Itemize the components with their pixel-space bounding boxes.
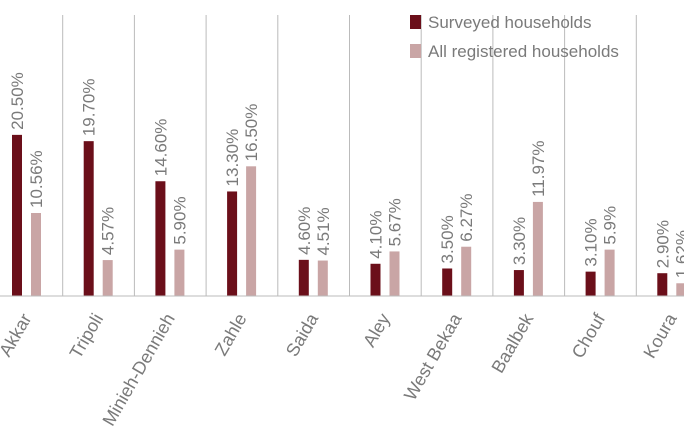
x-tick-label: Aley — [359, 310, 394, 350]
legend-swatch — [410, 15, 421, 29]
x-tick-label: Chouf — [568, 309, 610, 361]
bar — [155, 181, 166, 296]
x-tick-label: Minieh-Dennieh — [99, 310, 179, 429]
bar — [12, 134, 22, 296]
data-label: 16.50% — [242, 104, 261, 162]
x-tick-label: West Bekaa — [400, 309, 466, 404]
bar — [389, 251, 400, 296]
data-label: 4.51% — [314, 207, 333, 255]
x-tick-label: Saida — [282, 309, 323, 360]
bar — [657, 273, 668, 296]
x-tick-label: Tripoli — [66, 310, 107, 362]
legend-label: Surveyed households — [428, 13, 592, 32]
data-label: 19.70% — [80, 78, 99, 136]
bar — [442, 268, 453, 296]
data-label: 4.60% — [295, 207, 314, 255]
data-label: 4.10% — [367, 211, 386, 259]
x-tick-label: Koura — [639, 309, 681, 361]
data-label: 3.30% — [510, 217, 529, 265]
bar — [604, 249, 615, 296]
data-label: 4.57% — [99, 207, 118, 255]
data-label: 3.10% — [582, 218, 601, 266]
bar — [174, 249, 185, 296]
data-label: 1.62% — [672, 230, 684, 278]
data-label: 20.50% — [8, 72, 27, 130]
data-label: 14.60% — [151, 119, 170, 177]
x-tick-label: Baalbek — [488, 309, 538, 376]
bar — [532, 201, 543, 296]
data-label: 6.27% — [457, 194, 476, 242]
bar — [246, 166, 257, 296]
data-label: 5.90% — [170, 196, 189, 244]
x-tick-label: Akkar — [0, 310, 35, 360]
bar — [227, 191, 238, 296]
bar — [676, 283, 684, 296]
data-label: 11.97% — [529, 141, 548, 197]
x-tick-label: Zahle — [211, 310, 251, 359]
bar — [585, 271, 596, 296]
data-label: 13.30% — [223, 129, 242, 187]
data-label: 2.90% — [653, 220, 672, 268]
legend-swatch — [410, 44, 421, 58]
bar — [83, 141, 94, 296]
bar — [31, 212, 41, 296]
data-label: 5.67% — [386, 198, 405, 246]
data-label: 3.50% — [438, 215, 457, 263]
bar — [513, 270, 524, 296]
bar — [370, 263, 381, 296]
bar — [317, 260, 328, 296]
bar — [461, 246, 472, 296]
bar — [298, 259, 309, 296]
data-label: 10.56% — [27, 150, 46, 208]
legend-label: All registered households — [428, 42, 619, 61]
data-label: 5.9% — [601, 206, 620, 245]
bar — [102, 260, 113, 296]
